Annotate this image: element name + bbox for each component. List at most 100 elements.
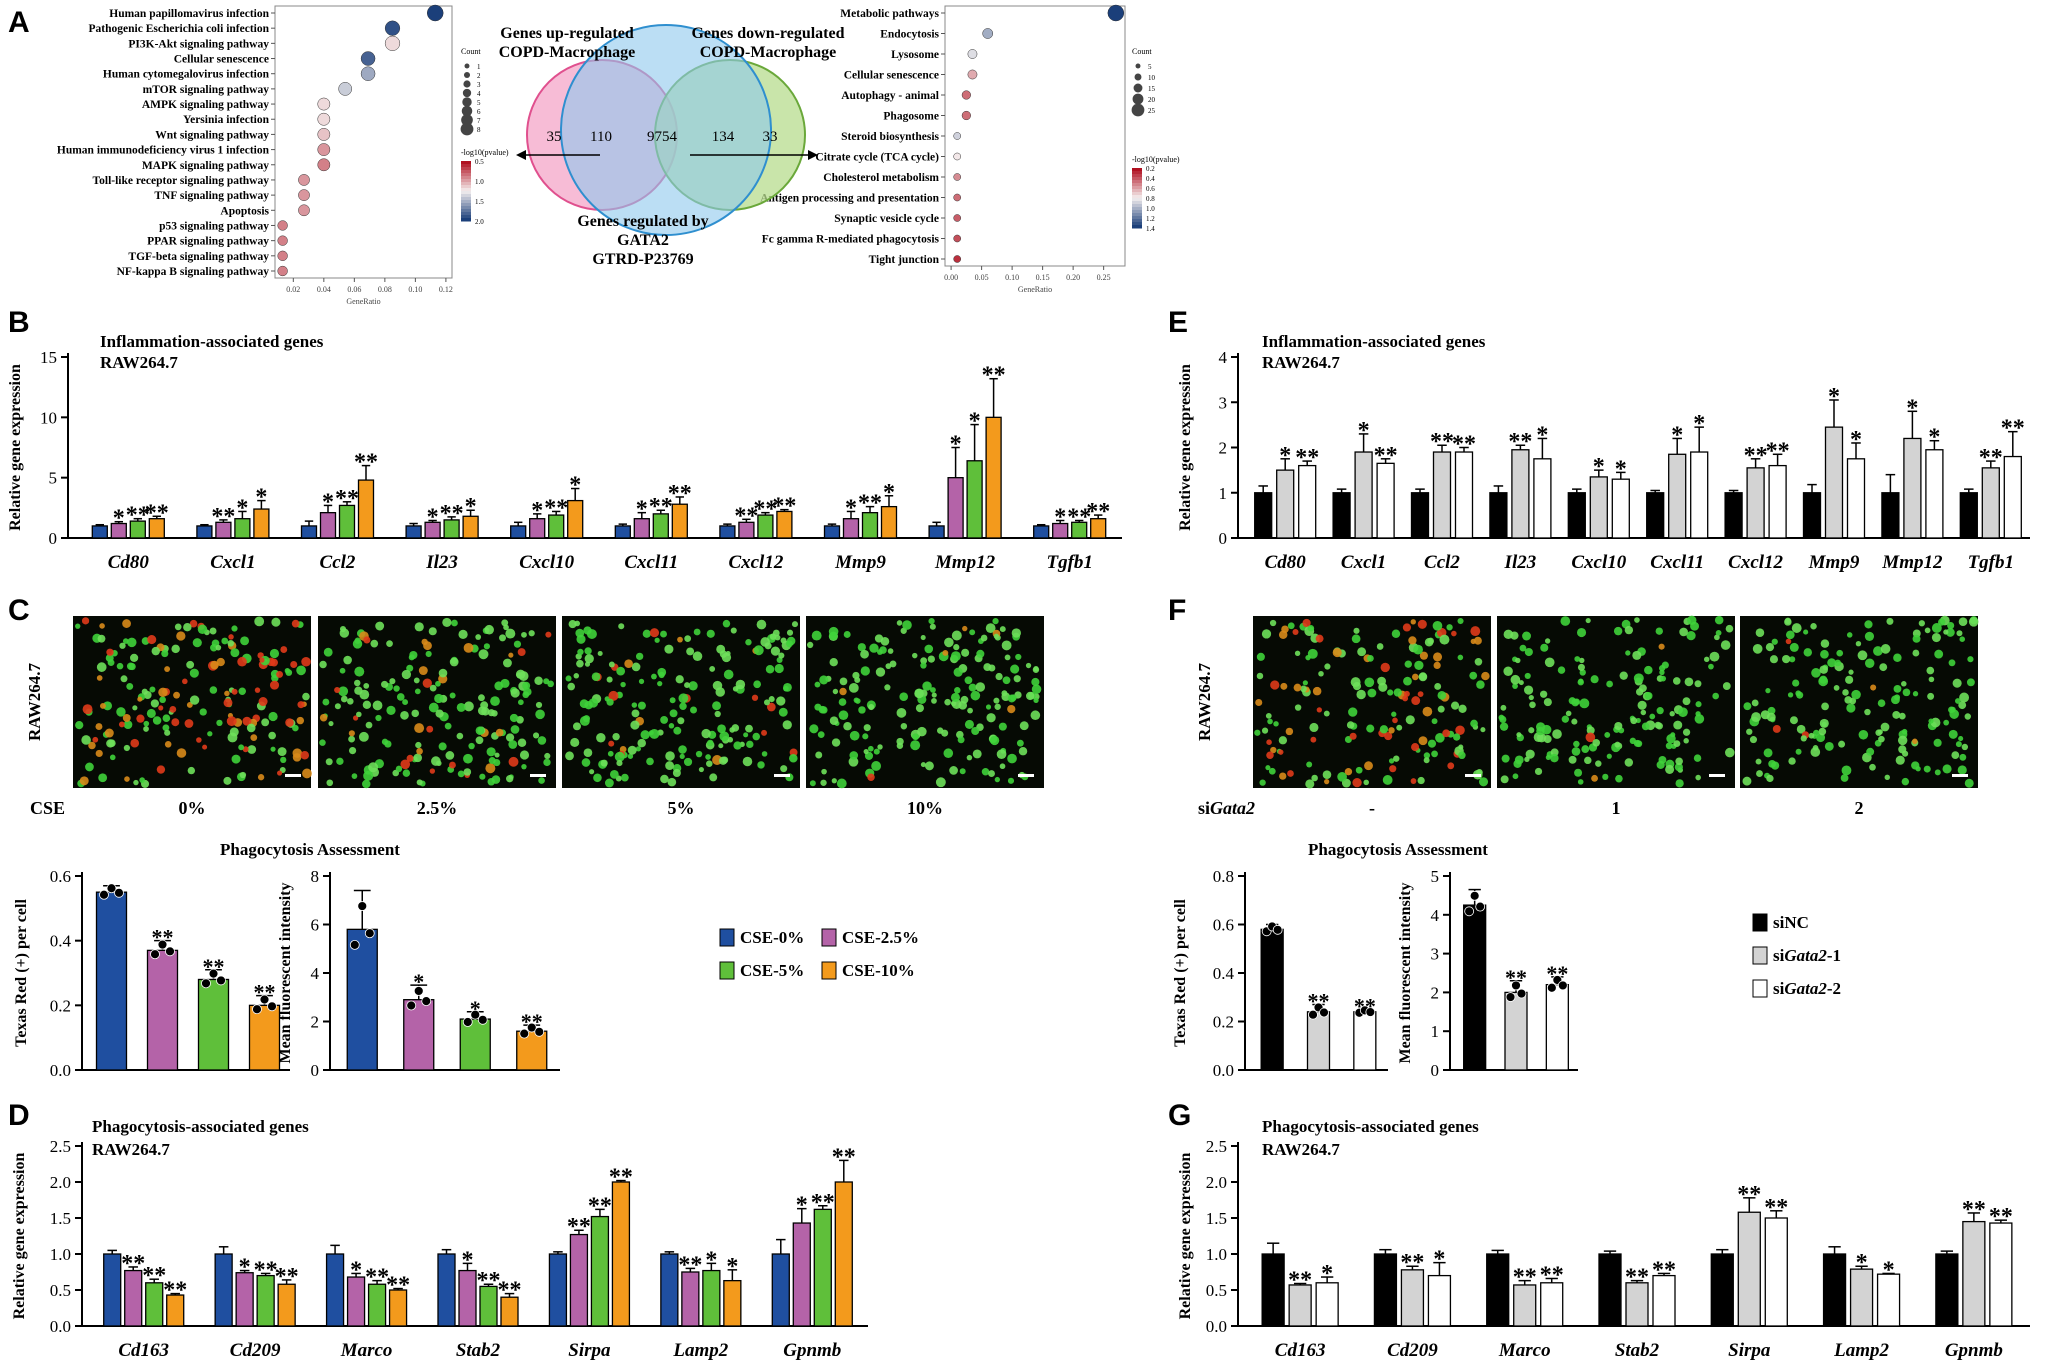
cell <box>146 708 156 718</box>
y-tick-label: 0.4 <box>50 932 72 951</box>
bar <box>719 525 736 539</box>
cell <box>1878 735 1885 743</box>
chart-subtitle: RAW264.7 <box>100 353 178 372</box>
cell <box>1267 718 1273 725</box>
cell <box>1911 761 1920 770</box>
cell <box>1300 685 1307 693</box>
cell <box>1771 638 1778 645</box>
scale-bar <box>285 774 301 777</box>
cell <box>686 647 695 656</box>
cell <box>1518 680 1524 686</box>
cell <box>339 625 347 633</box>
bar <box>1298 464 1317 539</box>
bar <box>1261 1253 1285 1327</box>
cell <box>678 693 689 704</box>
cell <box>1624 758 1634 767</box>
significance-label: * <box>236 495 248 521</box>
cell <box>1658 643 1665 650</box>
significance-label: * <box>462 1247 474 1273</box>
cell <box>811 630 822 641</box>
cell <box>370 639 379 648</box>
y-tick-label: 0.2 <box>1213 1013 1234 1032</box>
enrichment-dot <box>953 234 962 243</box>
bar <box>834 1181 853 1327</box>
cell <box>1411 743 1420 752</box>
cell <box>608 690 619 701</box>
cell <box>863 724 871 732</box>
cell <box>1901 728 1908 735</box>
count-legend-dot <box>463 80 471 88</box>
cell <box>667 777 677 787</box>
y-tick-label: 4 <box>1219 348 1228 367</box>
panel-F-micrograph <box>1253 616 1491 789</box>
cell <box>1772 724 1781 733</box>
cell <box>920 657 928 665</box>
cell <box>242 746 249 753</box>
bar <box>681 1271 700 1327</box>
pathway-term: Endocytosis <box>880 29 939 41</box>
cell <box>1902 688 1911 697</box>
bar <box>124 1269 143 1327</box>
chart-title: Phagocytosis-associated genes <box>1262 1117 1479 1136</box>
cell <box>396 693 405 701</box>
colorbar-segment <box>1132 207 1142 211</box>
cell <box>838 710 849 720</box>
cell <box>814 681 821 688</box>
cell <box>1848 669 1854 675</box>
cell <box>1457 617 1464 625</box>
venn-count-gata2-only: 9754 <box>647 129 678 145</box>
cell <box>1912 691 1919 697</box>
cell <box>783 685 789 692</box>
cell <box>1682 697 1691 706</box>
cell <box>1470 719 1478 728</box>
significance-label: * <box>1279 443 1291 469</box>
cell <box>106 648 114 656</box>
cell <box>1009 694 1017 702</box>
bar <box>1935 1253 1959 1327</box>
count-legend-dot <box>1134 73 1142 81</box>
cell <box>151 646 160 656</box>
cell <box>1324 663 1331 670</box>
significance-label: * <box>705 1247 717 1273</box>
cell <box>400 759 411 770</box>
cell <box>718 756 728 765</box>
cell <box>1858 729 1869 740</box>
cell <box>665 751 675 761</box>
data-point <box>1272 924 1283 935</box>
cell <box>1712 692 1719 700</box>
cell <box>1586 726 1595 735</box>
cell <box>81 617 90 625</box>
cell <box>1256 652 1265 661</box>
cell <box>475 634 482 640</box>
x-axis-label: GeneRatio <box>1018 285 1052 294</box>
cell <box>1571 718 1578 725</box>
cell <box>1958 617 1968 627</box>
data-point <box>99 889 109 900</box>
bar <box>95 891 128 1071</box>
panel-F-cell-line-label: RAW264.7 <box>1195 663 1214 741</box>
cell <box>429 768 436 774</box>
color-legend-title: -log10(pvalue) <box>1132 155 1180 164</box>
cell <box>522 681 531 690</box>
cell <box>981 767 990 776</box>
cell <box>258 697 268 707</box>
cell <box>719 731 730 742</box>
cell <box>1942 764 1952 774</box>
legend-swatch <box>821 961 837 980</box>
cell <box>173 691 180 699</box>
bar <box>1306 1011 1331 1071</box>
cell <box>354 666 365 677</box>
cell <box>543 758 551 767</box>
significance-label: ** <box>1766 438 1790 464</box>
colorbar-segment <box>1132 174 1142 178</box>
cell <box>1025 691 1035 701</box>
color-legend: -log10(pvalue)0.20.40.60.81.01.21.4 <box>1132 155 1180 233</box>
cell <box>1679 627 1688 637</box>
color-legend: -log10(pvalue)0.51.01.52.0 <box>461 148 509 226</box>
cell <box>607 750 614 757</box>
cell <box>745 639 752 646</box>
cell <box>967 707 973 714</box>
cell <box>127 637 137 648</box>
cell <box>503 658 512 668</box>
